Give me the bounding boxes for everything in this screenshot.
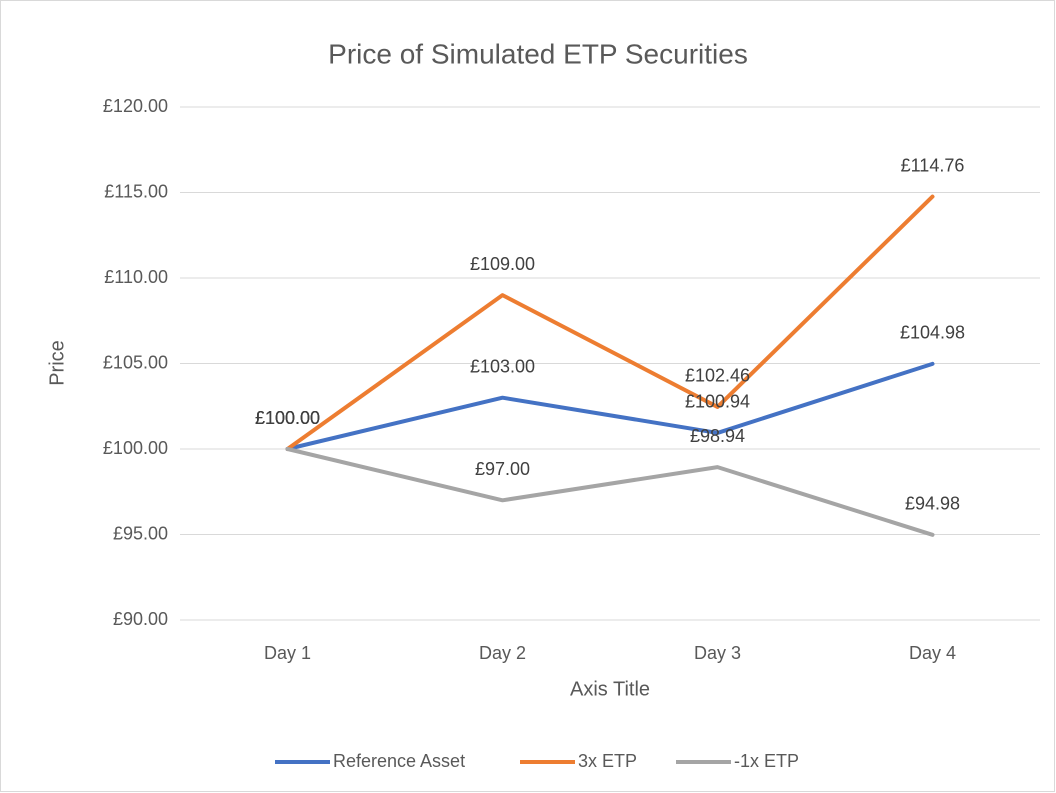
series-line (285, 447, 935, 537)
y-tick-label: £90.00 (113, 609, 168, 629)
data-label: £103.00 (470, 356, 535, 376)
x-tick-label: Day 1 (264, 643, 311, 663)
y-tick-label: £120.00 (103, 96, 168, 116)
series-line (285, 361, 935, 451)
y-tick-label: £115.00 (104, 181, 168, 201)
data-label: £102.46 (685, 366, 750, 386)
legend-label: 3x ETP (578, 751, 637, 771)
y-tick-label: £95.00 (113, 523, 168, 543)
data-label: £104.98 (900, 323, 965, 343)
legend-label: -1x ETP (734, 751, 799, 771)
y-tick-label: £110.00 (104, 267, 168, 287)
y-axis-title: Price (46, 340, 68, 386)
x-tick-label: Day 2 (479, 643, 526, 663)
x-tick-label: Day 4 (909, 643, 956, 663)
y-tick-label: £100.00 (103, 438, 168, 458)
series-line (285, 194, 935, 451)
data-label: £97.00 (475, 459, 530, 479)
x-tick-label: Day 3 (694, 643, 741, 663)
legend-label: Reference Asset (333, 751, 465, 771)
data-label: £100.94 (685, 392, 750, 412)
data-label: £100.00 (255, 408, 320, 428)
data-label: £98.94 (690, 426, 745, 446)
y-tick-label: £105.00 (103, 352, 168, 372)
data-label: £94.98 (905, 494, 960, 514)
data-label: £109.00 (470, 254, 535, 274)
data-label: £100.00 (255, 408, 320, 428)
x-axis-title: Axis Title (570, 678, 650, 700)
data-label: £100.00 (255, 408, 320, 428)
data-label: £114.76 (901, 155, 965, 175)
chart-title: Price of Simulated ETP Securities (328, 38, 748, 69)
